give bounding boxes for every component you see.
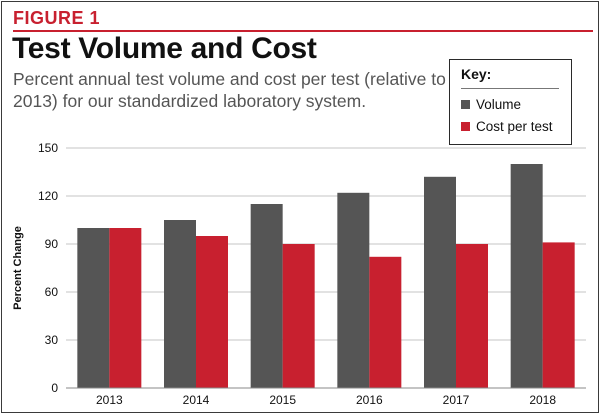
y-tick-label: 120: [38, 189, 58, 203]
figure-label: FIGURE 1: [13, 8, 101, 28]
bars: [77, 164, 575, 388]
legend-title: Key:: [461, 66, 492, 82]
y-tick-label: 0: [51, 381, 58, 395]
x-tick-label: 2013: [96, 393, 123, 407]
x-tick-label: 2018: [529, 393, 556, 407]
bar-cost-2016: [369, 256, 402, 388]
x-axis-ticks: 2013 2014 2015 2016 2017 2018: [96, 393, 556, 407]
bar-volume-2015: [250, 204, 283, 388]
legend-label-volume: Volume: [476, 97, 522, 112]
bar-volume-2013: [77, 228, 110, 388]
y-axis-label: Percent Change: [12, 226, 24, 310]
y-tick-label: 30: [45, 333, 59, 347]
legend-divider: [461, 88, 559, 89]
y-tick-label: 150: [38, 141, 58, 155]
bar-volume-2016: [337, 192, 370, 388]
y-tick-label: 90: [45, 237, 59, 251]
legend-swatch-cost: [461, 122, 470, 131]
bar-cost-2018: [542, 242, 575, 388]
bar-volume-2017: [424, 176, 456, 388]
legend-item-cost: Cost per test: [461, 119, 553, 134]
x-tick-label: 2016: [356, 393, 383, 407]
figure-rule: [13, 30, 593, 32]
x-tick-label: 2015: [269, 393, 296, 407]
x-tick-label: 2014: [183, 393, 210, 407]
gridlines: [66, 147, 586, 341]
chart-title: Test Volume and Cost: [12, 32, 317, 65]
chart-subtitle: Percent annual test volume and cost per …: [13, 69, 446, 111]
legend-item-volume: Volume: [461, 97, 521, 112]
bar-cost-2015: [282, 244, 315, 388]
bar-cost-2013: [109, 228, 142, 388]
legend-label-cost: Cost per test: [476, 119, 553, 134]
x-tick-label: 2017: [443, 393, 470, 407]
y-axis-ticks: 0 30 60 90 120 150: [38, 141, 58, 395]
legend-swatch-volume: [461, 100, 470, 109]
bar-cost-2014: [196, 236, 228, 388]
y-tick-label: 60: [45, 285, 59, 299]
bar-volume-2018: [510, 164, 543, 388]
bar-volume-2014: [164, 220, 196, 388]
legend-box: Key: Volume Cost per test: [449, 59, 572, 145]
bar-cost-2017: [456, 244, 488, 388]
